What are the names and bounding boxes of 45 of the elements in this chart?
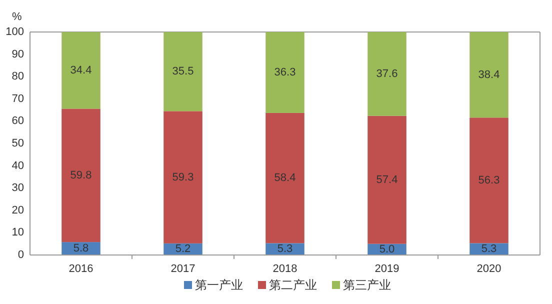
y-tick-label: 40 — [12, 160, 24, 172]
y-tick-label: 0 — [18, 249, 24, 261]
y-tick-label: 80 — [12, 70, 24, 83]
data-label: 57.4 — [376, 174, 398, 186]
y-tick-label: 60 — [12, 115, 24, 128]
data-label: 59.8 — [70, 169, 92, 182]
data-label: 5.3 — [277, 243, 293, 256]
bar — [368, 32, 406, 116]
y-tick-label: 10 — [12, 226, 24, 239]
data-label: 5.3 — [481, 243, 497, 256]
y-tick-label: 100 — [6, 26, 24, 38]
bar — [266, 112, 304, 244]
data-label: 36.3 — [274, 66, 296, 78]
legend-label: 第三产业 — [343, 278, 391, 292]
y-tick-label: 90 — [12, 48, 24, 60]
bar — [470, 118, 508, 244]
data-label: 5.0 — [379, 243, 395, 256]
x-tick-label: 2019 — [374, 263, 400, 275]
y-tick-label: 20 — [12, 204, 24, 216]
data-label: 56.3 — [478, 174, 500, 186]
x-tick-label: 2016 — [68, 263, 94, 275]
data-label: 35.5 — [172, 66, 194, 78]
bar — [62, 108, 100, 242]
x-tick-label: 2018 — [272, 263, 298, 275]
bar — [368, 116, 406, 244]
y-tick-label: 70 — [12, 92, 24, 105]
data-label: 58.4 — [274, 172, 296, 184]
bar — [164, 111, 202, 244]
y-axis-title: % — [12, 11, 22, 23]
x-tick-label: 2017 — [170, 263, 196, 275]
x-tick-label: 2020 — [476, 263, 502, 275]
bar — [470, 32, 508, 118]
data-label: 37.6 — [376, 68, 398, 80]
legend-label: 第二产业 — [269, 278, 317, 292]
data-label: 34.4 — [70, 64, 92, 76]
data-label: 38.4 — [478, 68, 500, 81]
data-label: 5.2 — [175, 243, 191, 256]
bar — [266, 32, 304, 113]
bar — [164, 32, 202, 112]
y-tick-label: 30 — [12, 182, 24, 194]
y-tick-label: 50 — [12, 138, 24, 150]
bar — [62, 32, 100, 109]
data-label: 59.3 — [172, 171, 194, 184]
legend-label: 第一产业 — [195, 278, 243, 292]
data-label: 5.8 — [73, 242, 89, 255]
